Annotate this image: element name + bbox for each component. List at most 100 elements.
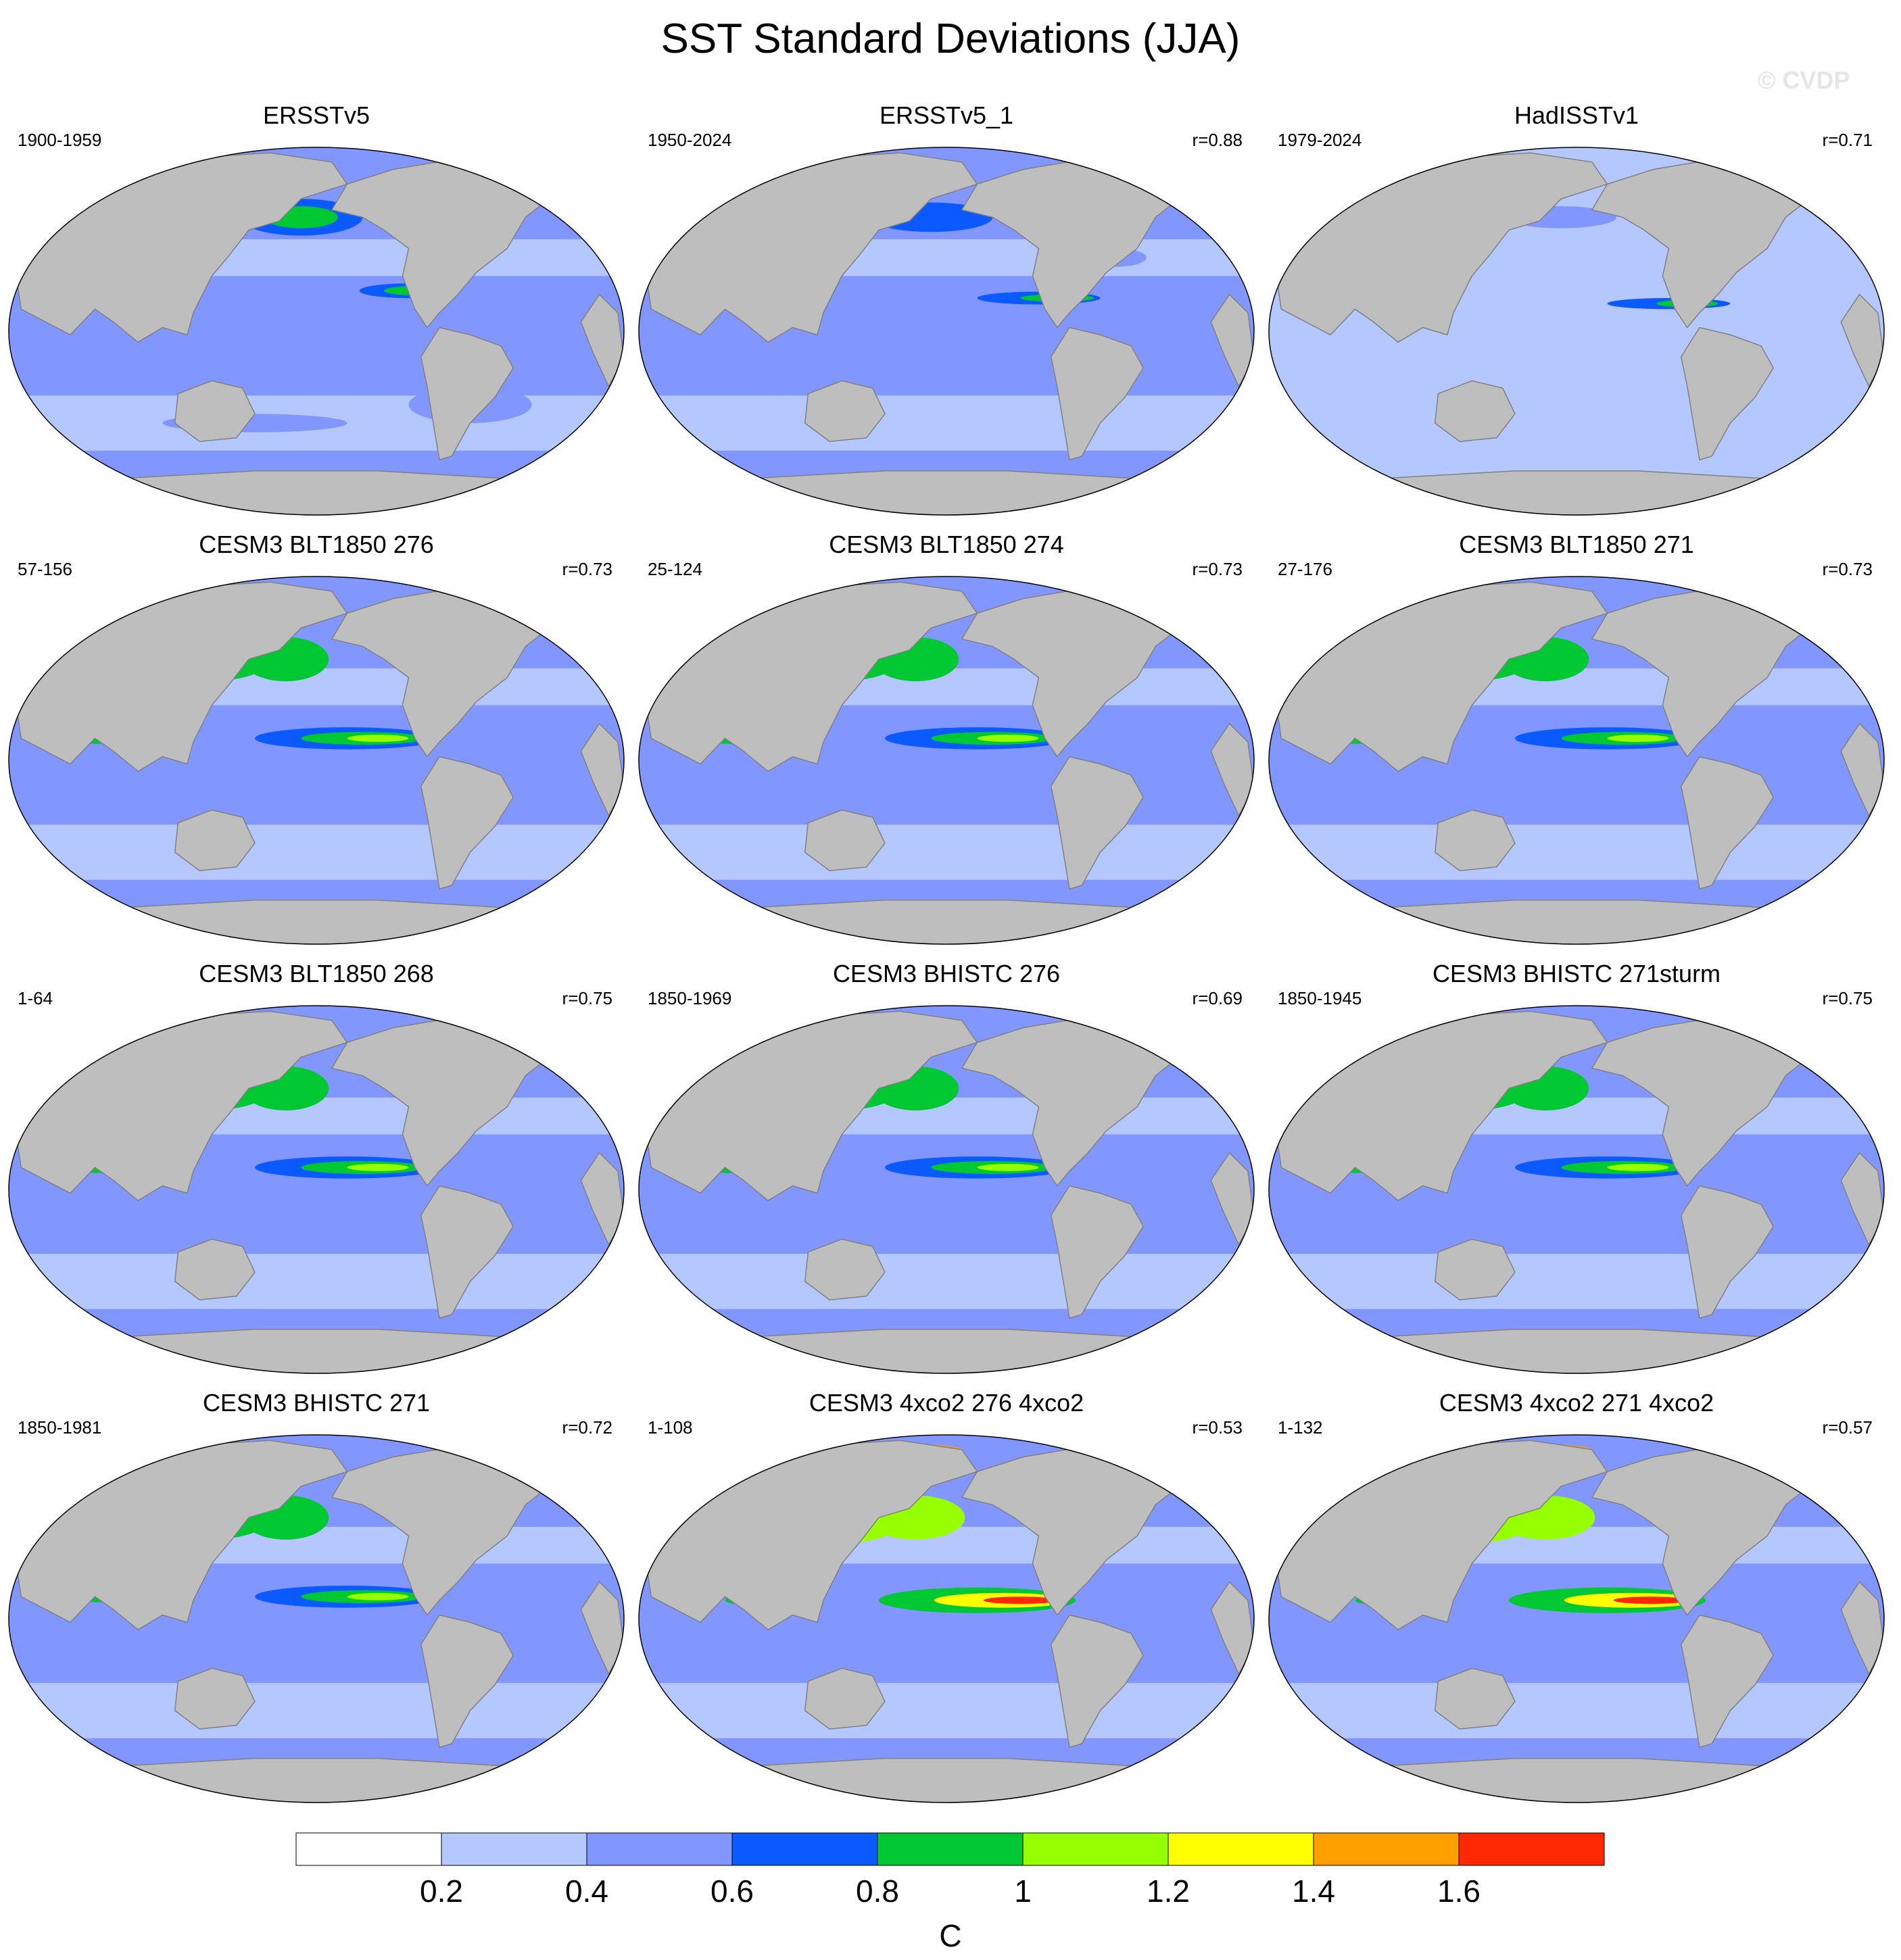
land-australia [1434, 809, 1516, 871]
panel-title: CESM3 BLT1850 274 [829, 531, 1064, 558]
colorbar-tick-label: 0.4 [565, 1873, 608, 1909]
colorbar-box [586, 1832, 733, 1866]
map-panel: CESM3 4xco2 271 4xco2 1-132 r=0.57 [1266, 1382, 1887, 1815]
map-panel: CESM3 4xco2 276 4xco2 1-108 r=0.53 [635, 1382, 1257, 1815]
sst-map [1268, 1434, 1885, 1803]
ocean-band [639, 395, 1254, 451]
panel-correlation: r=0.72 [562, 1417, 612, 1438]
map-panel: CESM3 BHISTC 276 1850-1969 r=0.69 [635, 953, 1257, 1386]
sst-map [638, 147, 1255, 516]
panel-title: CESM3 BHISTC 271 [202, 1389, 431, 1417]
panel-correlation: r=0.53 [1192, 1417, 1243, 1438]
ocean-band [1269, 1683, 1884, 1738]
land-africa [1840, 722, 1884, 817]
land-africa [1210, 722, 1254, 817]
panel-correlation: r=0.73 [1822, 559, 1873, 579]
land-australia [804, 1667, 886, 1730]
colorbar-box [1458, 1832, 1605, 1866]
sst-map [638, 576, 1255, 945]
sst-map [8, 1434, 625, 1803]
sst-map [638, 1434, 1255, 1803]
ocean-band [639, 1254, 1254, 1309]
land-samerica [1050, 756, 1145, 890]
panel-period: 1850-1945 [1278, 988, 1362, 1008]
map-frame [638, 147, 1255, 516]
colorbar-tick-label: 1.2 [1147, 1873, 1190, 1909]
ocean-band [1269, 1254, 1884, 1309]
panel-period: 57-156 [18, 559, 72, 579]
sst-anomaly-region [64, 338, 139, 368]
ocean-band [9, 1683, 624, 1738]
map-panel: HadISSTv1 1979-2024 r=0.71 [1266, 95, 1887, 527]
sst-anomaly-region [347, 1593, 409, 1600]
map-frame [8, 147, 625, 516]
map-frame [638, 1434, 1255, 1803]
land-africa [1840, 1152, 1884, 1246]
map-frame [638, 1005, 1255, 1374]
colorbar-tick-label: 0.6 [711, 1873, 754, 1909]
colorbar-box [1168, 1832, 1314, 1866]
map-frame [1268, 576, 1885, 945]
land-samerica [420, 756, 514, 890]
colorbar-unit: C [939, 1918, 961, 1953]
map-panel: CESM3 BLT1850 268 1-64 r=0.75 [5, 953, 627, 1386]
land-africa [580, 293, 624, 388]
panel-period: 1-108 [648, 1417, 693, 1438]
panel-title: CESM3 BLT1850 268 [199, 960, 434, 987]
panel-title: CESM3 BLT1850 276 [199, 531, 434, 558]
sst-map [638, 1005, 1255, 1374]
land-africa [1840, 1581, 1884, 1675]
watermark: © CVDP [1758, 66, 1850, 94]
map-panel: CESM3 BLT1850 274 25-124 r=0.73 [635, 524, 1257, 956]
sst-map [1268, 147, 1885, 516]
sst-map [8, 1005, 625, 1374]
ocean-band [9, 1254, 624, 1309]
figure-title: SST Standard Deviations (JJA) [660, 16, 1241, 62]
map-frame [1268, 1434, 1885, 1803]
land-africa [580, 1581, 624, 1675]
ocean-band [1269, 825, 1884, 880]
map-panel: ERSSTv5_1 1950-2024 r=0.88 [635, 95, 1257, 527]
sst-map [1268, 1005, 1885, 1374]
map-frame [638, 576, 1255, 945]
panel-period: 1-132 [1278, 1417, 1323, 1438]
panel-title: CESM3 4xco2 271 4xco2 [1439, 1389, 1714, 1417]
land-australia [1434, 1667, 1516, 1730]
sst-anomaly-region [731, 377, 823, 396]
land-africa [1210, 293, 1254, 388]
panel-period: 1900-1959 [18, 130, 102, 150]
panel-correlation: r=0.73 [1192, 559, 1243, 579]
panel-period: 1950-2024 [648, 130, 732, 150]
land-africa [580, 722, 624, 817]
land-australia [174, 809, 256, 871]
colorbar-labels: 0.2 0.4 0.6 0.8 1 1.2 1.4 1.6 [420, 1873, 1481, 1909]
sst-map [8, 147, 625, 516]
panel-title: CESM3 BHISTC 271sturm [1432, 960, 1721, 987]
panel-correlation: r=0.71 [1822, 130, 1873, 150]
land-africa [1210, 1581, 1254, 1675]
panel-correlation: r=0.57 [1822, 1417, 1873, 1438]
colorbar-tick-label: 0.8 [856, 1873, 899, 1909]
colorbar-box [877, 1832, 1024, 1866]
land-australia [804, 809, 886, 871]
panel-correlation: r=0.88 [1192, 130, 1243, 150]
ocean-band [639, 1683, 1254, 1738]
sst-anomaly-region [977, 1164, 1039, 1171]
land-samerica [1680, 1614, 1775, 1748]
colorbar-tick-label: 0.2 [420, 1873, 463, 1909]
panel-correlation: r=0.75 [562, 988, 612, 1008]
colorbar-box [441, 1832, 587, 1866]
panel-period: 1850-1969 [648, 988, 732, 1008]
colorbar-box [1313, 1832, 1460, 1866]
panel-title: ERSSTv5_1 [879, 101, 1014, 129]
land-samerica [420, 1185, 514, 1319]
ocean-band [1269, 395, 1884, 451]
map-frame [1268, 1005, 1885, 1374]
sst-anomaly-region [977, 735, 1039, 742]
land-australia [174, 380, 256, 442]
sst-map [8, 576, 625, 945]
land-australia [804, 380, 886, 442]
map-panel: CESM3 BHISTC 271 1850-1981 r=0.72 [5, 1382, 627, 1815]
land-africa [580, 1152, 624, 1246]
ocean-band [639, 825, 1254, 880]
